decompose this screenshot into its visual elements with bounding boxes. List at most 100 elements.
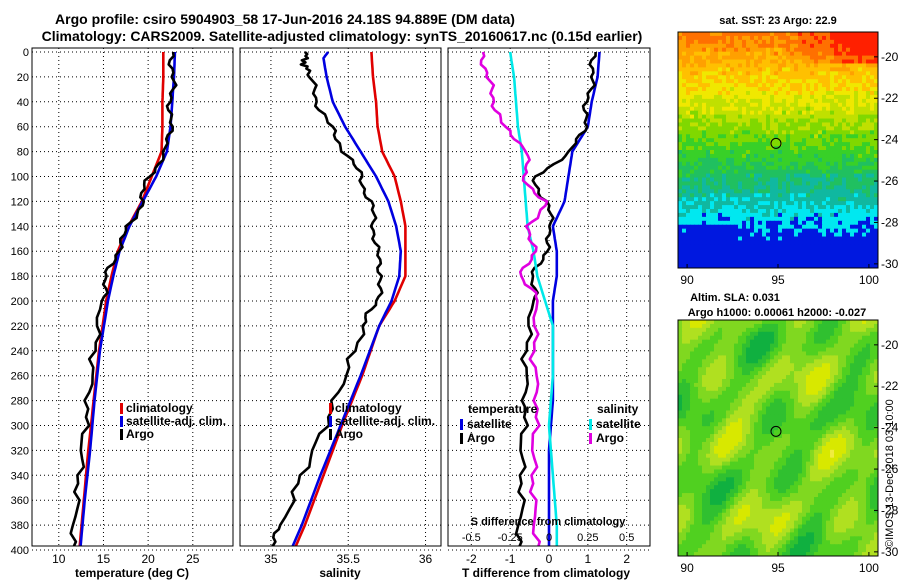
map-cell (790, 224, 795, 230)
map-cell (830, 390, 835, 396)
map-cell (790, 331, 795, 337)
map-cell (726, 418, 731, 423)
map-cell (854, 98, 859, 104)
map-cell (806, 457, 811, 463)
map-cell (810, 130, 815, 135)
map-cell (786, 122, 791, 127)
map-cell (698, 59, 703, 65)
map-cell (778, 134, 783, 139)
map-cell (834, 457, 839, 463)
map-cell (802, 375, 807, 380)
map-cell (678, 327, 683, 333)
map-cell (730, 201, 735, 206)
map-cell (758, 177, 763, 183)
map-cell (818, 457, 823, 463)
map-cell (846, 398, 851, 404)
map-cell (782, 414, 787, 419)
map-cell (698, 394, 703, 400)
series-line (547, 51, 601, 546)
map-cell (766, 91, 771, 96)
map-cell (874, 209, 878, 214)
map-cell (874, 434, 878, 439)
map-cell (838, 418, 843, 423)
map-cell (830, 363, 835, 368)
map-cell (682, 205, 687, 210)
map-cell (706, 382, 711, 388)
map-cell (846, 98, 851, 104)
map-cell (850, 173, 855, 179)
map-cell (826, 157, 831, 163)
map-cell (730, 169, 735, 175)
map-cell (746, 355, 751, 360)
map-cell (846, 347, 851, 353)
map-cell (798, 118, 803, 124)
map-cell (794, 106, 799, 112)
map-cell (690, 94, 695, 100)
map-cell (862, 209, 867, 214)
map-cell (818, 55, 823, 61)
map-cell (738, 173, 743, 179)
map-cell (782, 193, 787, 198)
map-cell (802, 323, 807, 329)
map-cell (790, 252, 795, 257)
map-cell (770, 327, 775, 333)
map-cell (758, 398, 763, 404)
map-cell (782, 161, 787, 167)
map-cell (698, 193, 703, 198)
map-cell (802, 379, 807, 384)
map-cell (830, 110, 835, 116)
map-cell (762, 418, 767, 423)
map-cell (858, 379, 863, 384)
map-cell (686, 181, 691, 186)
map-cell (870, 430, 875, 435)
map-cell (870, 173, 875, 179)
map-cell (774, 327, 779, 333)
map-cell (678, 126, 683, 131)
map-cell (818, 232, 823, 238)
map-cell (814, 153, 819, 159)
map-cell (846, 240, 851, 245)
map-cell (858, 110, 863, 116)
map-cell (726, 445, 731, 451)
map-cell (854, 252, 859, 257)
map-cell (786, 414, 791, 419)
map-cell (854, 126, 859, 131)
map-cell (818, 445, 823, 451)
map-cell (874, 94, 878, 100)
map-cell (774, 260, 779, 265)
map-cell (714, 83, 719, 88)
map-cell (698, 173, 703, 179)
map-cell (706, 165, 711, 171)
map-cell (806, 232, 811, 238)
map-cell (682, 63, 687, 68)
map-cell (830, 173, 835, 179)
map-cell (794, 398, 799, 404)
map-cell (714, 461, 719, 467)
map-cell (706, 422, 711, 427)
map-cell (778, 47, 783, 53)
map-cell (802, 457, 807, 463)
map-cell (774, 343, 779, 349)
map-cell (694, 363, 699, 368)
map-cell (782, 426, 787, 431)
map-cell (754, 244, 759, 249)
map-cell (794, 177, 799, 183)
map-cell (866, 244, 871, 249)
map-cell (742, 173, 747, 179)
map-cell (750, 410, 755, 415)
map-cell (870, 201, 875, 206)
map-cell (786, 181, 791, 186)
map-cell (862, 197, 867, 202)
map-cell (706, 205, 711, 210)
map-cell (758, 406, 763, 412)
map-cell (846, 32, 851, 37)
map-cell (694, 426, 699, 431)
map-cell (798, 240, 803, 245)
map-cell (858, 371, 863, 376)
map-cell (694, 201, 699, 206)
map-cell (706, 240, 711, 245)
x-tick-label: 20 (141, 552, 155, 566)
map-cell (850, 359, 855, 364)
map-cell (866, 256, 871, 261)
map-cell (698, 75, 703, 80)
